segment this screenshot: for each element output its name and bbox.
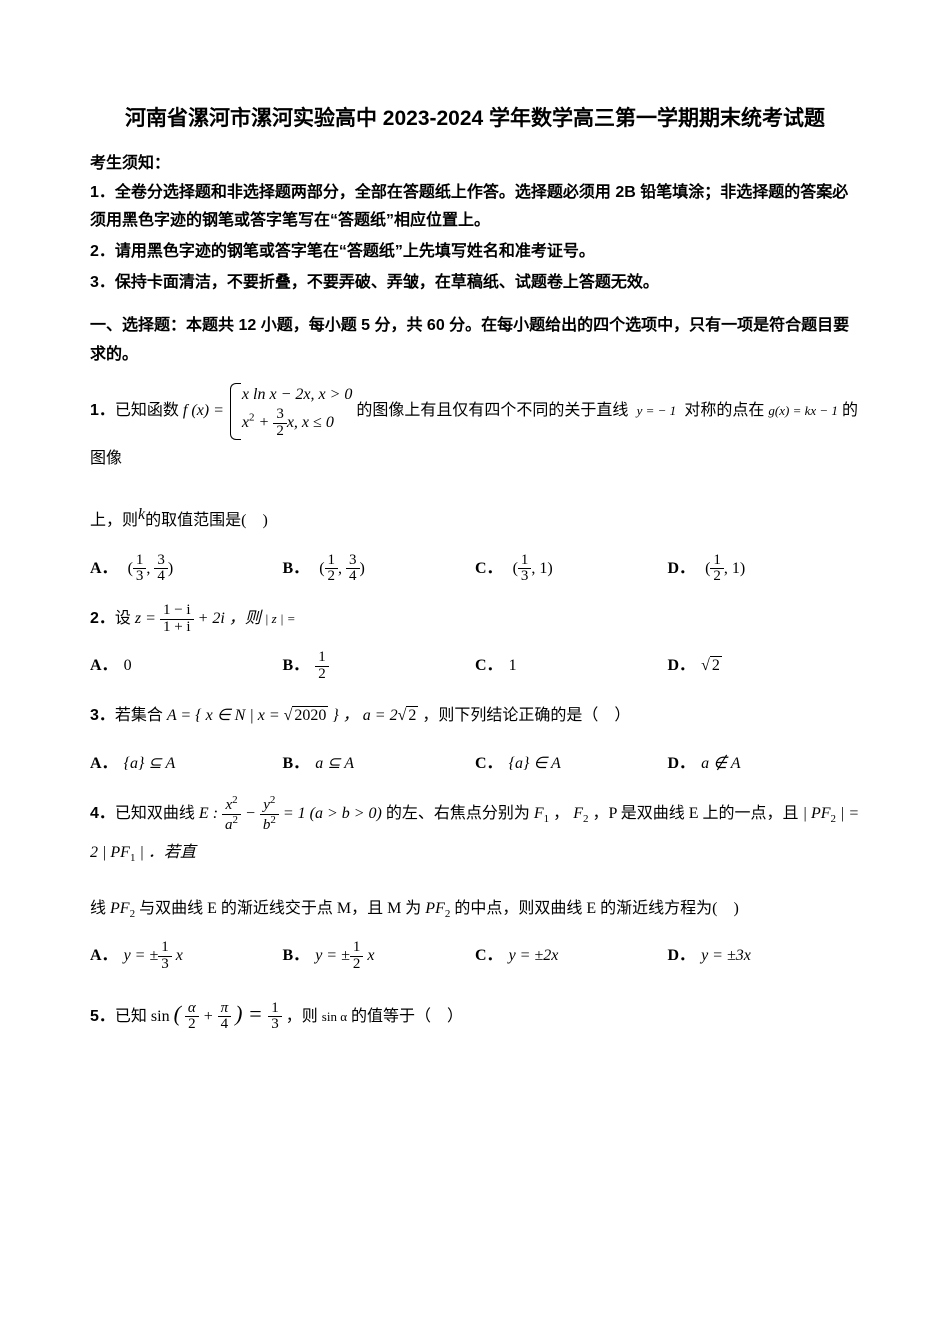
question-3: 3．若集合 A = { x ∈ N | x = √2020 } ， a = 2√… [90, 697, 860, 735]
q3-text: 若集合 [115, 707, 167, 724]
q1-text: 已知函数 [115, 402, 183, 419]
q5-tail: 的值等于（ ） [351, 1008, 463, 1025]
q2-options: A．0 B．12 C．1 D．√2 [90, 648, 860, 683]
q1-option-b: B． (12, 34) [283, 551, 476, 586]
q1-options: A． (13, 34) B． (12, 34) C． (13, 1) D． (1… [90, 551, 860, 586]
question-1: 1．已知函数 f (x) = x ln x − 2x, x > 0 x2 + 3… [90, 383, 860, 540]
question-4: 4．已知双曲线 E : x2a2 − y2b2 = 1 (a > b > 0) … [90, 795, 860, 928]
q1-option-a: A． (13, 34) [90, 551, 283, 586]
notice-line: 3．保持卡面清洁，不要折叠，不要弄破、弄皱，在草稿纸、试题卷上答题无效。 [90, 269, 860, 298]
notice-heading: 考生须知： [90, 150, 860, 179]
q3-number: 3． [90, 707, 115, 724]
q4-option-d: D．y = ±3x [668, 938, 861, 973]
q3-a: a = 2 [363, 707, 398, 724]
q4-number: 4． [90, 805, 115, 822]
q2-number: 2． [90, 610, 115, 627]
q4-text: ，P 是双曲线 E 上的一点，且 [592, 805, 802, 822]
q1-option-c: C． (13, 1) [475, 551, 668, 586]
q3-tail: ，则下列结论正确的是（ ） [422, 707, 630, 724]
q1-under-g: g(x) = kx − 1 [768, 387, 838, 419]
q1-text: 的图像上有且仅有四个不同的关于直线 [356, 402, 628, 419]
q3-options: A．{a} ⊆ A B．a ⊆ A C．{a} ∈ A D．a ∉ A [90, 746, 860, 781]
q4-text: 已知双曲线 [115, 805, 199, 822]
q3-option-c: C．{a} ∈ A [475, 746, 668, 781]
q4-line2: 线 PF2 与双曲线 E 的渐近线交于点 M，且 M 为 PF2 的中点，则双曲… [90, 890, 860, 928]
q4-option-b: B．y = ±12 x [283, 938, 476, 973]
q2-post: + 2i ，则 [198, 610, 261, 627]
q3-option-d: D．a ∉ A [668, 746, 861, 781]
question-5: 5．已知 sin ( α2 + π4 ) = 13 ，则 sin α 的值等于（… [90, 988, 860, 1041]
q2-option-b: B．12 [283, 648, 476, 683]
q3-option-a: A．{a} ⊆ A [90, 746, 283, 781]
q3-set: A = { x ∈ N | x = [167, 707, 284, 724]
q1-option-d: D． (12, 1) [668, 551, 861, 586]
q3-option-b: B．a ⊆ A [283, 746, 476, 781]
q2-option-c: C．1 [475, 648, 668, 683]
q2-option-a: A．0 [90, 648, 283, 683]
q2-z: z = [135, 610, 160, 627]
q1-line2: 上，则k的取值范围是( ) [90, 496, 860, 540]
q2-text: 设 [115, 610, 135, 627]
q1-piece-1: x ln x − 2x, x > 0 [242, 383, 352, 407]
q2-abs: | z | = [265, 611, 296, 626]
notice-line: 2．请用黑色字迹的钢笔或答字笔在“答题纸”上先填写姓名和准考证号。 [90, 238, 860, 267]
q5-number: 5． [90, 1008, 115, 1025]
q1-text: 对称的点在 [684, 402, 764, 419]
q1-piece-2: x2 + 32x, x ≤ 0 [242, 407, 352, 440]
q4-eq: = 1 (a > b > 0) [283, 805, 382, 822]
q1-under-y: y = − 1 [632, 387, 680, 419]
q4-option-a: A．y = ±13 x [90, 938, 283, 973]
q4-option-c: C．y = ±2x [475, 938, 668, 973]
notice-line: 1．全卷分选择题和非选择题两部分，全部在答题纸上作答。选择题必须用 2B 铅笔填… [90, 179, 860, 237]
q4-E: E : [199, 805, 222, 822]
q5-text: ，则 [286, 1008, 322, 1025]
q4-options: A．y = ±13 x B．y = ±12 x C．y = ±2x D．y = … [90, 938, 860, 973]
section-1-heading: 一、选择题：本题共 12 小题，每小题 5 分，共 60 分。在每小题给出的四个… [90, 312, 860, 370]
q1-fx: f (x) = [183, 402, 224, 419]
question-2: 2．设 z = 1 − i1 + i + 2i ，则 | z | = [90, 600, 860, 638]
q4-text: 的左、右焦点分别为 [386, 805, 534, 822]
q2-option-d: D．√2 [668, 648, 861, 683]
q5-text: 已知 [115, 1008, 151, 1025]
q1-number: 1． [90, 402, 115, 419]
exam-title: 河南省漯河市漯河实验高中 2023-2024 学年数学高三第一学期期末统考试题 [90, 100, 860, 138]
q1-piecewise: x ln x − 2x, x > 0 x2 + 32x, x ≤ 0 [228, 383, 352, 440]
